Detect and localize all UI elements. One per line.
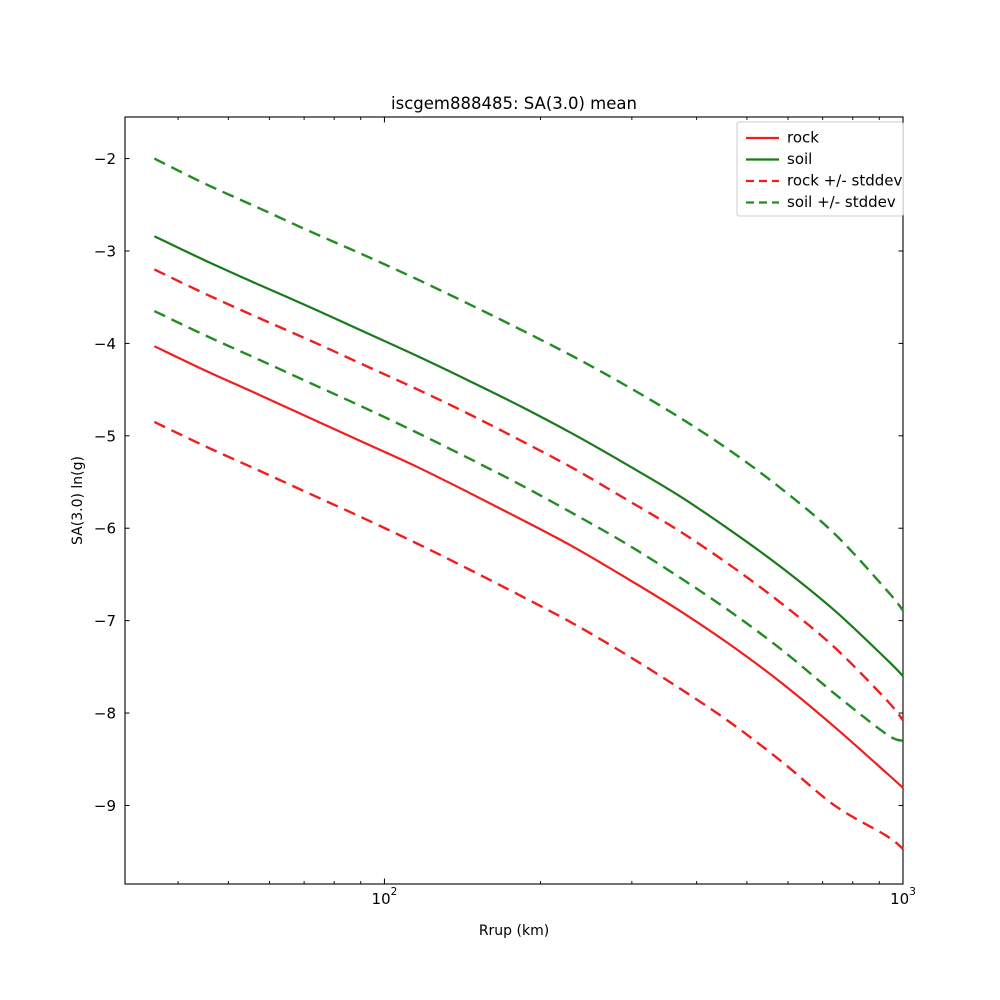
y-axis-ticks: −2 −3 −4 −5 −6 −7 −8 −9: [94, 150, 903, 815]
x-tick-label: 103: [890, 886, 916, 908]
chart-legend[interactable]: rock soil rock +/- stddev soil +/- stddev: [736, 121, 904, 217]
data-series-group: [153, 157, 904, 850]
x-tick-label: 102: [372, 886, 398, 908]
series-line: [153, 157, 904, 612]
y-tick-label: −6: [94, 520, 116, 538]
y-tick-label: −9: [94, 797, 116, 815]
y-tick-label: −3: [94, 242, 116, 260]
y-tick-label: −7: [94, 612, 116, 630]
y-axis-label: SA(3.0) ln(g): [70, 456, 86, 545]
series-line: [153, 420, 904, 850]
series-line: [153, 309, 904, 742]
legend-background: [736, 121, 904, 217]
y-tick-label: −5: [94, 427, 116, 445]
legend-label: rock: [787, 129, 819, 147]
x-axis-label: Rrup (km): [479, 923, 549, 939]
axes-frame: [124, 116, 904, 885]
series-line: [153, 268, 904, 722]
legend-label: soil: [787, 150, 812, 168]
series-line: [153, 235, 904, 677]
legend-label: soil +/- stddev: [787, 193, 896, 211]
series-line: [153, 345, 904, 789]
x-axis-ticks: 102 103: [177, 117, 916, 908]
chart-title: iscgem888485: SA(3.0) mean: [391, 94, 637, 113]
y-tick-label: −4: [94, 335, 116, 353]
y-tick-label: −8: [94, 705, 116, 723]
legend-label: rock +/- stddev: [787, 172, 902, 190]
y-tick-label: −2: [94, 150, 116, 168]
